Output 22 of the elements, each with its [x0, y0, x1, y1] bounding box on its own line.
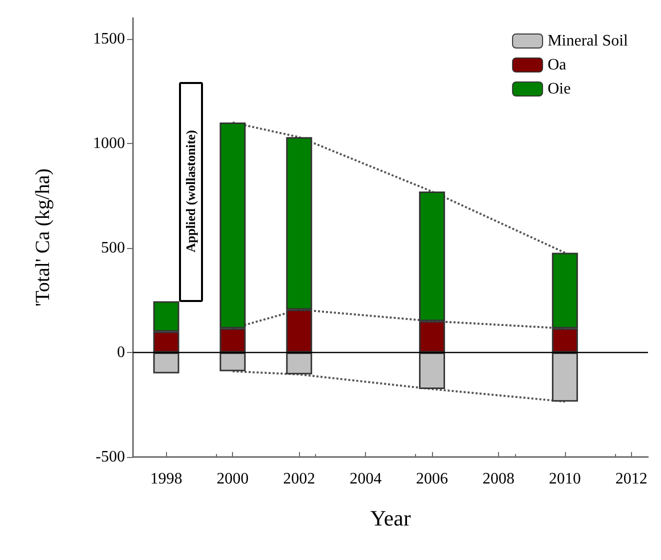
x-tick-label: 2008: [482, 470, 514, 488]
y-tick-label: 500: [101, 239, 125, 256]
text-box: Applied (wollastonite): [179, 82, 204, 302]
legend-label: Mineral Soil: [548, 32, 629, 50]
y-tick-label: 1500: [93, 30, 125, 48]
legend-label: Oa: [548, 56, 566, 74]
x-tick-label: 2002: [283, 470, 316, 488]
x-tick-label: 2012: [615, 470, 648, 488]
x-tick-label: 1998: [150, 470, 182, 488]
y-tick-label: 1000: [93, 134, 125, 152]
x-axis-title: Year: [370, 506, 412, 530]
line-series: [232, 370, 566, 403]
x-tick-label: 2006: [416, 470, 448, 488]
legend-label: Oie: [548, 80, 571, 98]
line-series: [232, 122, 566, 254]
y-tick-label: -500: [96, 448, 125, 466]
y-axis-title: 'Total' Ca (kg/ha): [32, 168, 54, 306]
x-tick-label: 2000: [216, 470, 249, 488]
annotation: Applied (wollastonite): [183, 130, 200, 253]
x-tick-label: 2004: [350, 470, 382, 488]
x-tick-label: 2010: [548, 470, 581, 488]
y-tick-label: 0: [117, 344, 125, 361]
